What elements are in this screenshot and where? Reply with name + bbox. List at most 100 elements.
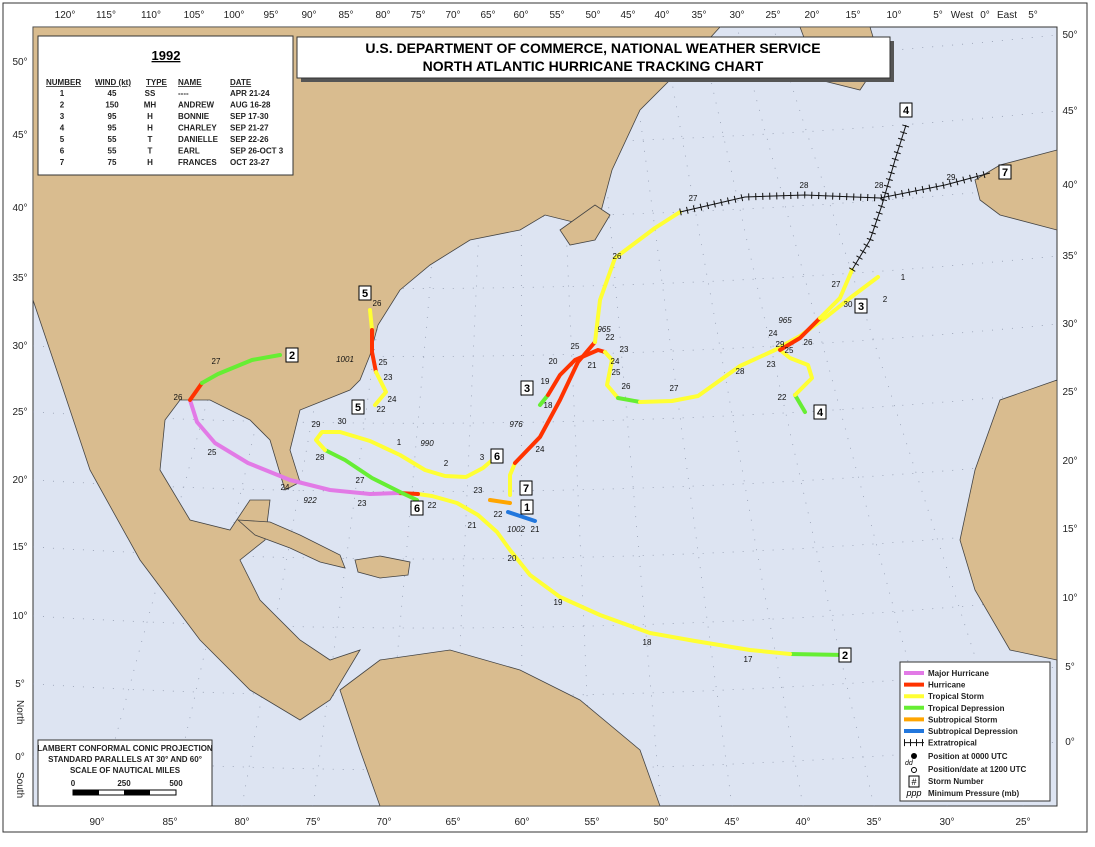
top-lon-label: 5° <box>933 10 943 21</box>
date-label: 21 <box>468 521 477 530</box>
track-h <box>513 340 597 465</box>
storm-number-box <box>410 500 424 516</box>
track-ts <box>818 268 854 320</box>
legend-label: Minimum Pressure (mb) <box>928 789 1019 798</box>
legend: Major Hurricane Hurricane Tropical Storm Tr… <box>904 669 1026 798</box>
bottom-lon-label: 50° <box>653 817 668 828</box>
meridian <box>627 26 733 807</box>
date-label: 20 <box>549 357 558 366</box>
left-lat-label: 5° <box>15 679 25 690</box>
projection-text: SCALE OF NAUTICAL MILES <box>70 766 181 775</box>
track-ts <box>314 430 499 479</box>
track-ext <box>851 124 907 271</box>
date-label: 29 <box>947 173 956 182</box>
date-label: 18 <box>544 401 553 410</box>
storm-number-box <box>854 298 868 314</box>
date-label: 27 <box>212 357 221 366</box>
track-mh <box>188 398 400 496</box>
scale-label: 250 <box>117 779 131 788</box>
date-label: 24 <box>769 329 778 338</box>
table-cell: APR 21-24 <box>230 89 270 98</box>
top-lon-label: 115° <box>96 10 116 21</box>
date-label: 24 <box>611 357 620 366</box>
top-lon-label: 80° <box>375 10 390 21</box>
track-ts <box>638 275 880 404</box>
track-h <box>370 328 378 374</box>
date-label: 27 <box>670 384 679 393</box>
table-cell: ---- <box>178 89 189 98</box>
bottom-lon-label: 65° <box>445 817 460 828</box>
right-lat-label: 50° <box>1062 30 1077 41</box>
date-label: 26 <box>613 252 622 261</box>
date-label: 19 <box>554 598 563 607</box>
date-label: 28 <box>800 181 809 190</box>
date-label: 24 <box>388 395 397 404</box>
bottom-lon-label: 35° <box>866 817 881 828</box>
storm-number: 5 <box>362 288 368 300</box>
top-lon-label: 75° <box>410 10 425 21</box>
scale-bar <box>73 790 99 795</box>
date-label: 24 <box>281 483 290 492</box>
top-lon-label: 30° <box>729 10 744 21</box>
date-label: 18 <box>643 638 652 647</box>
top-lon-label: 10° <box>886 10 901 21</box>
bottom-lon-label: 55° <box>584 817 599 828</box>
legend-label: Tropical Storm <box>928 692 984 701</box>
bottom-lon-label: 75° <box>305 817 320 828</box>
date-label: 30 <box>338 417 347 426</box>
track-td <box>793 393 807 414</box>
date-label: 23 <box>358 499 367 508</box>
track-ts <box>368 308 374 332</box>
top-lon-label: 100° <box>224 10 245 21</box>
bottom-lon-label: 80° <box>234 817 249 828</box>
date-label: 23 <box>384 373 393 382</box>
left-lat-label: 30° <box>12 341 27 352</box>
date-label: 29 <box>312 420 321 429</box>
date-label: 2 <box>883 295 888 304</box>
right-lat-label: 15° <box>1062 524 1077 535</box>
table-cell: 5 <box>60 135 65 144</box>
table-cell: MH <box>144 101 157 110</box>
storm-number-box <box>520 380 534 396</box>
table-cell: EARL <box>178 147 200 156</box>
bottom-lon-label: 85° <box>162 817 177 828</box>
storm-number-box <box>998 164 1012 180</box>
pressure-label: 965 <box>778 316 792 325</box>
date-label: 26 <box>804 338 813 347</box>
bottom-lon-label: 60° <box>514 817 529 828</box>
storm-number-box <box>351 399 365 415</box>
table-cell: SS <box>145 89 156 98</box>
date-label: 1 <box>901 273 906 282</box>
track-sd <box>506 510 537 523</box>
left-lat-label: 40° <box>12 203 27 214</box>
season-year: 1992 <box>152 48 181 63</box>
legend-label: Extratropical <box>928 739 977 748</box>
date-label: 27 <box>689 194 698 203</box>
legend-label: Position at 0000 UTC <box>928 752 1008 761</box>
track-td <box>200 353 282 385</box>
top-lon-label: 15° <box>845 10 860 21</box>
table-cell: 150 <box>105 101 119 110</box>
date-label: 27 <box>356 476 365 485</box>
left-lat-label: 20° <box>12 475 27 486</box>
title-box <box>296 36 891 79</box>
scale-label: 500 <box>169 779 183 788</box>
top-lon-label: West <box>951 10 974 21</box>
track-ss <box>488 498 512 505</box>
legend-label: Subtropical Depression <box>928 727 1018 736</box>
storm-number: 7 <box>1002 167 1008 179</box>
table-cell: T <box>148 135 153 144</box>
top-lon-label: 65° <box>480 10 495 21</box>
storm-number-box <box>285 347 299 363</box>
table-cell: H <box>147 158 153 167</box>
pressure-label: 976 <box>509 420 523 429</box>
date-label: 25 <box>785 346 794 355</box>
right-lat-label: 30° <box>1062 319 1077 330</box>
storm-number-box <box>358 285 372 301</box>
track-ts <box>508 461 517 497</box>
top-lon-label: 55° <box>549 10 564 21</box>
date-label: 1 <box>397 438 402 447</box>
date-label: 22 <box>778 393 787 402</box>
storm-number-box <box>490 448 504 464</box>
